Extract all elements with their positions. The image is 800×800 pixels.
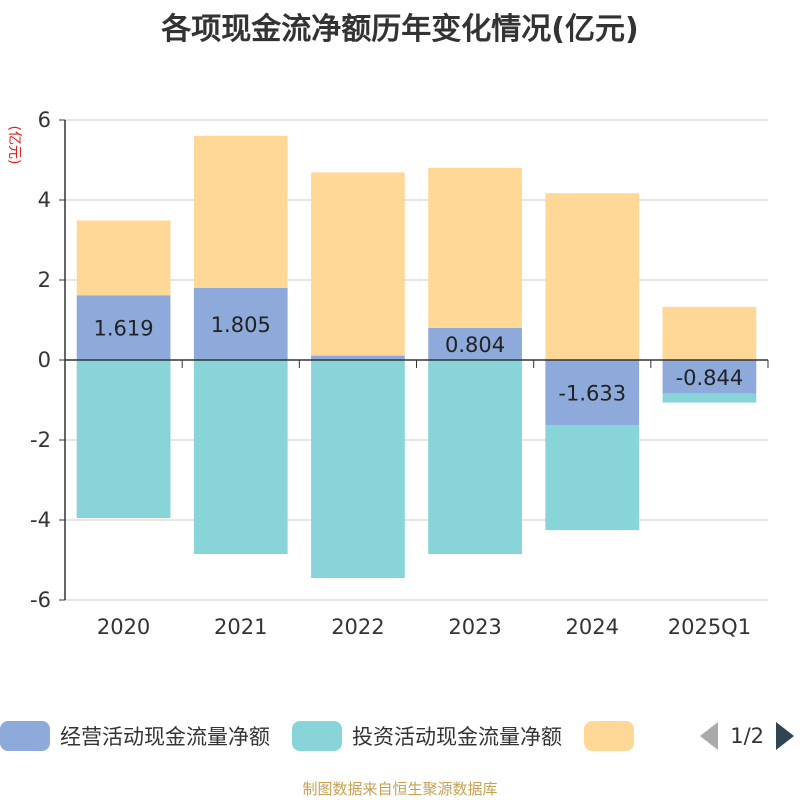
pager-page-indicator: 1/2	[730, 724, 764, 748]
x-tick-label: 2023	[448, 615, 501, 639]
data-source-note: 制图数据来自恒生聚源数据库	[302, 780, 498, 798]
data-label: -1.633	[558, 382, 626, 406]
legend-item-third[interactable]	[584, 721, 644, 751]
data-label: 0.804	[445, 333, 505, 357]
bar-2025Q1-s1	[662, 393, 757, 403]
bar-2022-s2	[311, 172, 405, 356]
bar-2025Q1-s2	[662, 306, 757, 360]
bar-2020-s0	[76, 295, 171, 360]
bar-2021-s0	[193, 287, 288, 360]
y-tick-label: 0	[38, 348, 51, 372]
x-tick-label: 2020	[97, 615, 150, 639]
y-tick-label: 6	[38, 108, 51, 132]
bar-2021-s1	[193, 360, 288, 554]
y-tick-label: -6	[30, 588, 51, 612]
legend-label-operating: 经营活动现金流量净额	[60, 725, 270, 749]
bar-2024-s0	[545, 360, 640, 426]
bar-2024-s2	[545, 193, 640, 360]
legend-swatch-operating	[0, 721, 50, 751]
legend-item-operating[interactable]: 经营活动现金流量净额	[0, 721, 270, 751]
bar-2023-s1	[428, 360, 522, 554]
legend-label-investing: 投资活动现金流量净额	[352, 725, 562, 749]
chart-plot: -6 -4 -2 0 2 4 6 (亿元) 1.619 1.805 0.804 -1.633 -0.84…	[6, 108, 769, 639]
bar-2020-s1	[76, 360, 171, 518]
bar-2022-s0	[311, 355, 405, 360]
pager-prev-icon[interactable]	[700, 722, 719, 750]
bar-2024-s1	[545, 425, 640, 531]
legend-swatch-third	[584, 721, 634, 751]
legend-item-investing[interactable]: 投资活动现金流量净额	[292, 721, 562, 751]
legend-swatch-investing	[292, 721, 342, 751]
legend-pager: 1/2	[700, 722, 794, 750]
y-axis-label: (亿元)	[6, 126, 22, 165]
x-tick-label: 2025Q1	[668, 615, 751, 639]
bar-2023-s0	[428, 327, 522, 360]
x-tick-label: 2024	[566, 615, 619, 639]
data-label: -0.844	[676, 366, 744, 390]
chart-title: 各项现金流净额历年变化情况(亿元)	[161, 12, 639, 47]
bar-2020-s2	[76, 220, 171, 296]
legend: 经营活动现金流量净额 投资活动现金流量净额 1/2	[0, 716, 800, 756]
x-tick-label: 2021	[214, 615, 267, 639]
y-tick-label: 2	[38, 268, 51, 292]
data-label: 1.619	[94, 317, 154, 341]
y-tick-label: -4	[30, 508, 51, 532]
x-tick-label: 2022	[331, 615, 384, 639]
y-tick-label: 4	[38, 188, 51, 212]
bar-2022-s1	[311, 360, 405, 578]
y-tick-label: -2	[30, 428, 51, 452]
bar-2025Q1-s0	[662, 360, 757, 394]
bar-2023-s2	[428, 167, 522, 328]
pager-next-icon[interactable]	[776, 722, 794, 750]
bar-2021-s2	[193, 135, 288, 288]
data-label: 1.805	[211, 313, 271, 337]
